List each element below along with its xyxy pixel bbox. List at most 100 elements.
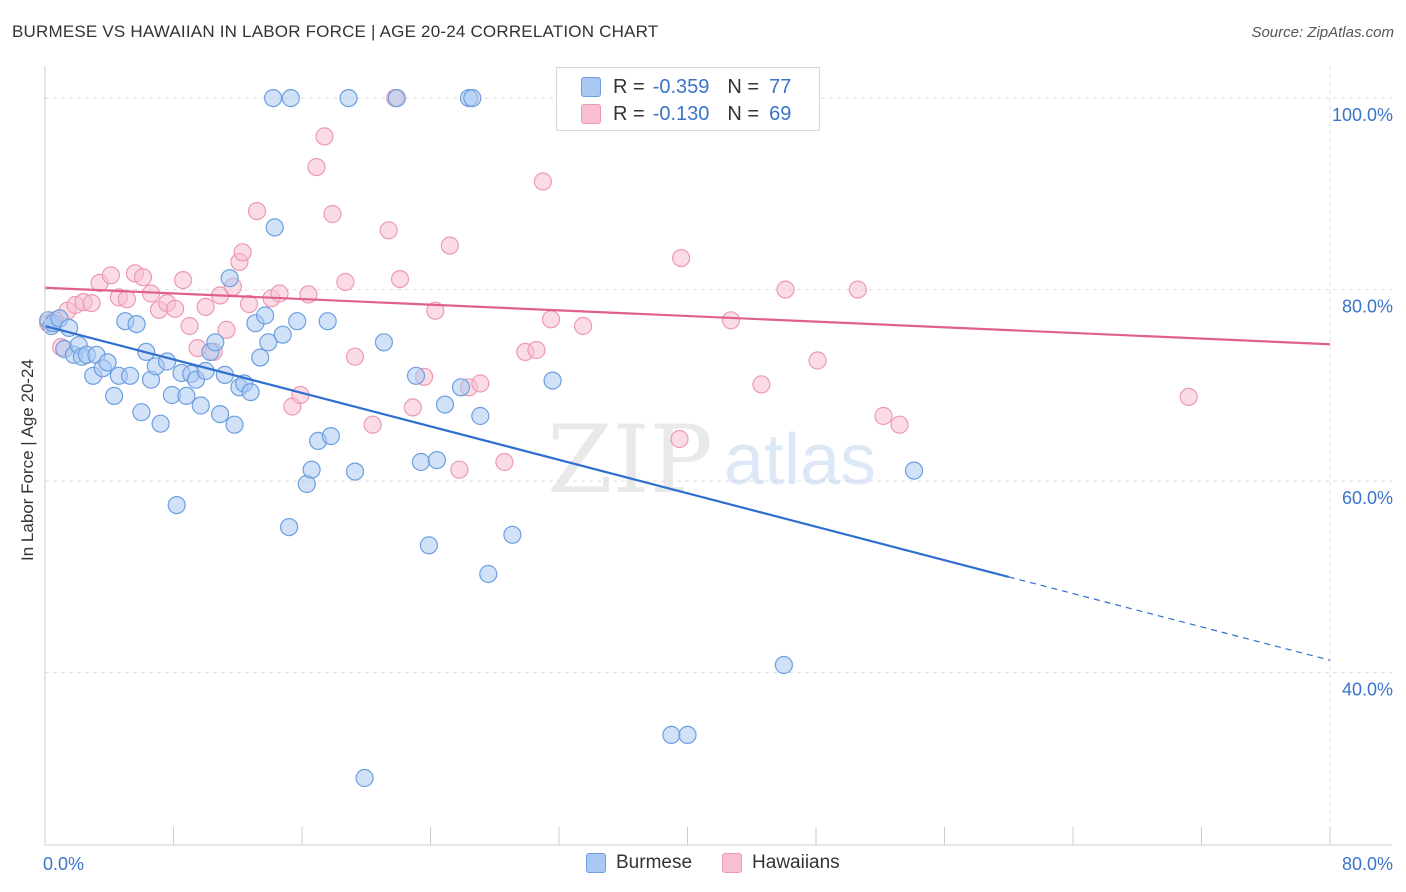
hawaiian-point xyxy=(390,270,410,289)
burmese-point xyxy=(281,88,300,108)
y-tick-label: 80.0% xyxy=(1342,297,1393,317)
burmese-point xyxy=(662,725,681,745)
hawaiian-legend-label: Hawaiians xyxy=(752,852,840,873)
hawaiian-point xyxy=(133,268,153,287)
hawaiian-point xyxy=(336,272,355,292)
hawaiian-point xyxy=(721,311,741,330)
hawaiian-point xyxy=(270,284,289,303)
burmese-point xyxy=(211,405,230,424)
hawaiian-point xyxy=(527,340,546,360)
watermark-atlas: atlas xyxy=(724,420,876,500)
burmese-point xyxy=(191,396,210,415)
hawaiian-point xyxy=(345,347,365,366)
hawaiian-n-label: N = xyxy=(727,102,760,125)
hawaiian-point xyxy=(217,320,236,339)
burmese-point xyxy=(121,366,140,385)
watermark-zip: ZIP xyxy=(547,406,713,515)
burmese-point xyxy=(98,353,117,372)
burmese-point xyxy=(280,517,299,537)
burmese-point xyxy=(411,452,430,472)
burmese-point xyxy=(345,462,365,481)
hawaiian-point xyxy=(776,280,795,299)
hawaiian-point xyxy=(440,236,459,255)
hawaiian-r-label: R = xyxy=(613,102,645,125)
legend-series: Burmese Hawaiians xyxy=(586,852,870,874)
hawaiian-point xyxy=(174,271,193,290)
hawaiian-point xyxy=(573,316,593,336)
y-tick-label: 100.0% xyxy=(1332,105,1393,125)
hawaiian-point xyxy=(471,374,490,393)
chart-source: Source: ZipAtlas.com xyxy=(1251,24,1394,41)
hawaiian-series xyxy=(39,88,1198,479)
hawaiian-n-value: 69 xyxy=(769,102,792,125)
burmese-point xyxy=(241,383,260,402)
burmese-point xyxy=(273,325,292,344)
burmese-point xyxy=(132,403,151,422)
hawaiian-point xyxy=(403,398,422,417)
burmese-point xyxy=(127,315,146,334)
axes: 100.0% 80.0% 60.0% 40.0% 0.0% 80.0% xyxy=(43,66,1393,874)
burmese-point xyxy=(104,386,124,405)
burmese-point xyxy=(206,333,225,352)
burmese-point xyxy=(167,496,186,515)
hawaiian-point xyxy=(848,280,867,299)
burmese-point xyxy=(543,371,562,390)
hawaiian-point xyxy=(166,299,185,318)
legend-row-burmese: R = -0.359 N = 77 xyxy=(581,75,791,99)
burmese-point xyxy=(288,312,307,331)
burmese-point xyxy=(264,88,283,108)
burmese-point xyxy=(321,427,340,446)
burmese-trend-line xyxy=(44,324,1010,578)
hawaiian-point xyxy=(890,415,909,434)
burmese-n-label: N = xyxy=(727,75,760,98)
hawaiian-point xyxy=(323,204,342,224)
hawaiian-point xyxy=(495,452,514,472)
burmese-point xyxy=(251,348,270,367)
hawaiian-point xyxy=(808,351,827,370)
watermark: ZIP atlas xyxy=(547,406,876,515)
burmese-point xyxy=(151,414,170,433)
burmese-point xyxy=(318,312,337,331)
hawaiian-point xyxy=(117,290,137,309)
hawaiian-r-value: -0.130 xyxy=(652,102,710,125)
x-tick-label: 80.0% xyxy=(1342,854,1393,874)
hawaiian-point xyxy=(101,266,121,285)
trend-lines xyxy=(44,286,1331,661)
burmese-point xyxy=(256,306,275,325)
burmese-swatch xyxy=(581,77,601,97)
hawaiian-point xyxy=(671,249,691,268)
burmese-point xyxy=(427,451,446,470)
burmese-point xyxy=(259,333,278,352)
burmese-trend-extension xyxy=(1008,576,1331,661)
hawaiian-point xyxy=(247,202,267,221)
burmese-point xyxy=(177,386,196,405)
hawaiian-legend-swatch xyxy=(722,853,743,873)
hawaiian-trend-line xyxy=(44,286,1331,346)
burmese-point xyxy=(419,536,438,555)
burmese-point xyxy=(774,655,794,675)
hawaiian-point xyxy=(426,301,445,320)
burmese-series xyxy=(39,88,924,788)
burmese-point xyxy=(220,269,239,288)
hawaiian-point xyxy=(874,406,893,426)
burmese-legend-label: Burmese xyxy=(616,852,693,873)
burmese-point xyxy=(265,218,284,237)
burmese-point xyxy=(904,461,924,480)
hawaiian-swatch xyxy=(581,104,601,124)
hawaiian-point xyxy=(1179,387,1198,406)
legend-row-hawaiians: R = -0.130 N = 69 xyxy=(581,102,791,126)
hawaiian-point xyxy=(752,375,771,394)
burmese-point xyxy=(196,361,215,381)
hawaiian-point xyxy=(233,243,252,262)
hawaiian-point xyxy=(239,294,259,314)
legend-item-hawaiians: Hawaiians xyxy=(722,852,840,874)
y-axis-label: In Labor Force | Age 20-24 xyxy=(18,359,37,561)
x-tick-label: 0.0% xyxy=(43,854,84,874)
burmese-point xyxy=(479,564,498,584)
burmese-point xyxy=(225,415,244,434)
hawaiian-point xyxy=(180,316,199,336)
hawaiian-point xyxy=(541,310,561,329)
burmese-point xyxy=(406,366,426,385)
hawaiian-point xyxy=(196,297,215,316)
chart-title: BURMESE VS HAWAIIAN IN LABOR FORCE | AGE… xyxy=(12,22,659,41)
